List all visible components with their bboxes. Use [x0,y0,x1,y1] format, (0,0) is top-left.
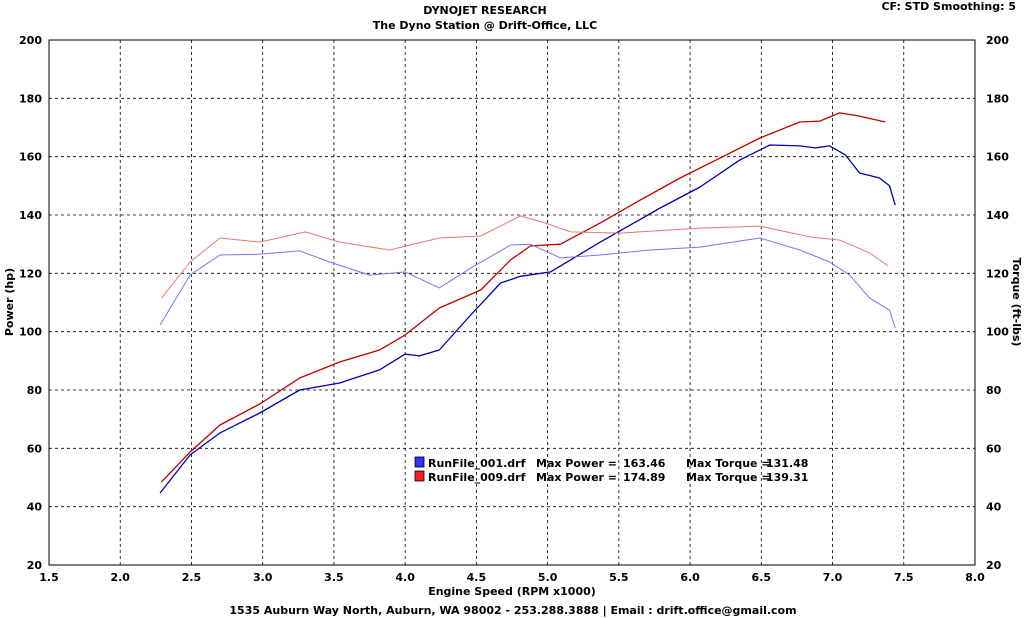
y2-tick-label: 100 [986,326,1009,339]
y-tick-label: 20 [27,559,43,572]
y2-tick-label: 60 [986,442,1002,455]
series-line-0 [159,144,896,494]
y-tick-label: 180 [19,92,42,105]
y2-tick-label: 120 [986,267,1009,280]
legend-file-1: RunFile_001.drf [428,457,526,470]
series-line-3 [161,215,889,299]
y-tick-label: 120 [19,267,42,280]
x-tick-label: 5.0 [538,571,558,584]
legend-file-2: RunFile_009.drf [428,471,526,484]
y2-tick-label: 200 [986,34,1009,47]
legend-torque-label-2: Max Torque = [686,471,771,484]
x-tick-label: 6.0 [680,571,700,584]
y-tick-label: 140 [19,209,42,222]
plot-frame [48,39,976,566]
chart-title: DYNOJET RESEARCH [423,4,547,17]
x-tick-label: 4.0 [395,571,415,584]
legend-torque-1: 131.48 [766,457,808,470]
y-tick-label: 60 [27,442,43,455]
correction-settings: CF: STD Smoothing: 5 [881,0,1016,13]
chart-subtitle: The Dyno Station @ Drift-Office, LLC [372,19,598,32]
y2-tick-label: 40 [986,501,1002,514]
x-tick-label: 8.0 [965,571,985,584]
y-tick-label: 200 [19,34,42,47]
series-line-1 [161,112,886,483]
y-tick-label: 80 [27,384,43,397]
y2-tick-label: 160 [986,151,1009,164]
legend-power-1: 163.46 [623,457,666,470]
y-tick-label: 100 [19,326,42,339]
x-tick-label: 5.5 [609,571,629,584]
y2-tick-label: 180 [986,92,1009,105]
x-tick-label: 7.0 [823,571,843,584]
y2-tick-label: 140 [986,209,1009,222]
legend: RunFile_001.drf Max Power = 163.46 Max T… [414,456,808,484]
legend-torque-label-1: Max Torque = [686,457,771,470]
x-tick-label: 6.5 [752,571,772,584]
legend-power-label-2: Max Power = [536,471,617,484]
x-tick-label: 3.0 [253,571,273,584]
x-tick-label: 1.5 [39,571,59,584]
y2-axis-label: Torque (ft-lbs) [1010,258,1023,347]
legend-torque-2: 139.31 [766,471,808,484]
x-axis-label: Engine Speed (RPM x1000) [428,585,596,598]
x-tick-label: 2.5 [182,571,202,584]
y-tick-label: 40 [27,501,43,514]
legend-swatch-red [414,470,425,482]
series-line-2 [159,237,896,329]
y2-tick-label: 20 [986,559,1002,572]
legend-power-label-1: Max Power = [536,457,617,470]
legend-power-2: 174.89 [623,471,665,484]
y2-tick-label: 80 [986,384,1002,397]
x-tick-label: 7.5 [894,571,914,584]
y-tick-label: 160 [19,151,42,164]
x-tick-label: 2.0 [110,571,130,584]
footer-contact: 1535 Auburn Way North, Auburn, WA 98002 … [229,604,797,617]
y-axis-label: Power (hp) [3,268,16,336]
x-tick-label: 4.5 [467,571,487,584]
legend-swatch-blue [414,456,425,468]
x-tick-label: 3.5 [324,571,344,584]
